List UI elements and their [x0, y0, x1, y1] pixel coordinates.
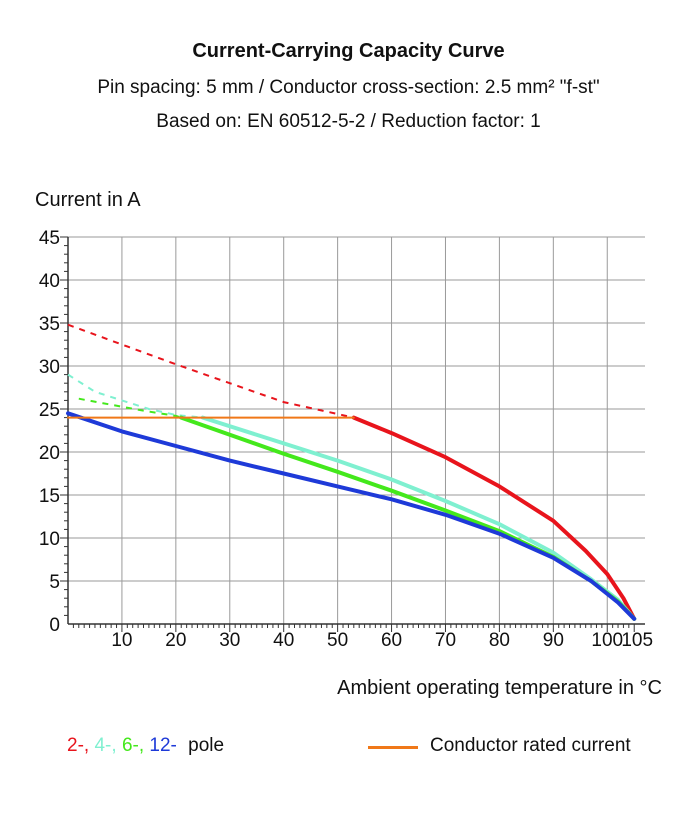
series-4-pole-dashed [67, 373, 203, 419]
x-axis-title: Ambient operating temperature in °C [337, 677, 662, 699]
series-12-pole-line [66, 411, 637, 621]
legend-4-pole: 4-, [94, 735, 117, 756]
x-tick-label: 10 [111, 630, 132, 651]
legend-pole-suffix: pole [188, 735, 225, 756]
y-tick-label: 5 [49, 572, 60, 593]
series-2-pole-dashed [67, 323, 355, 419]
y-tick-label: 45 [39, 228, 60, 249]
y-tick-label: 10 [39, 529, 60, 550]
x-tick-label: 30 [219, 630, 240, 651]
series-2-pole-line [351, 415, 637, 621]
x-tick-label: 20 [165, 630, 186, 651]
x-tick-label: 50 [327, 630, 348, 651]
y-tick-label: 15 [39, 486, 60, 507]
chart-title: Current-Carrying Capacity Curve [192, 40, 505, 62]
x-tick-label: 80 [489, 630, 510, 651]
chart-subtitle-line-2: Based on: EN 60512-5-2 / Reduction facto… [156, 111, 541, 132]
legend-2-pole: 2-, [67, 735, 90, 756]
x-tick-label: 90 [543, 630, 564, 651]
x-tick-label: 100 [591, 630, 623, 651]
chart-subtitle-line-1: Pin spacing: 5 mm / Conductor cross-sect… [97, 77, 600, 98]
plot-area [68, 237, 645, 624]
x-tick-label: 40 [273, 630, 294, 651]
y-tick-label: 40 [39, 271, 60, 292]
y-tick-label: 0 [49, 615, 60, 636]
y-tick-label: 35 [39, 314, 60, 335]
legend-poles: 2-, 4-, 6-, 12- pole [67, 735, 224, 757]
x-tick-label: 60 [381, 630, 402, 651]
series-6-pole-dashed [78, 397, 182, 419]
y-tick-label: 20 [39, 443, 60, 464]
legend-rated-swatch [368, 746, 418, 749]
x-tick-label: 105 [621, 630, 653, 651]
x-tick-label: 70 [435, 630, 456, 651]
legend-rated-current: Conductor rated current [430, 735, 631, 756]
legend-12-pole: 12- [149, 735, 177, 756]
legend-6-pole: 6-, [121, 735, 145, 756]
y-axis-title: Current in A [35, 189, 141, 211]
y-tick-label: 25 [39, 400, 60, 421]
y-tick-label: 30 [39, 357, 60, 378]
